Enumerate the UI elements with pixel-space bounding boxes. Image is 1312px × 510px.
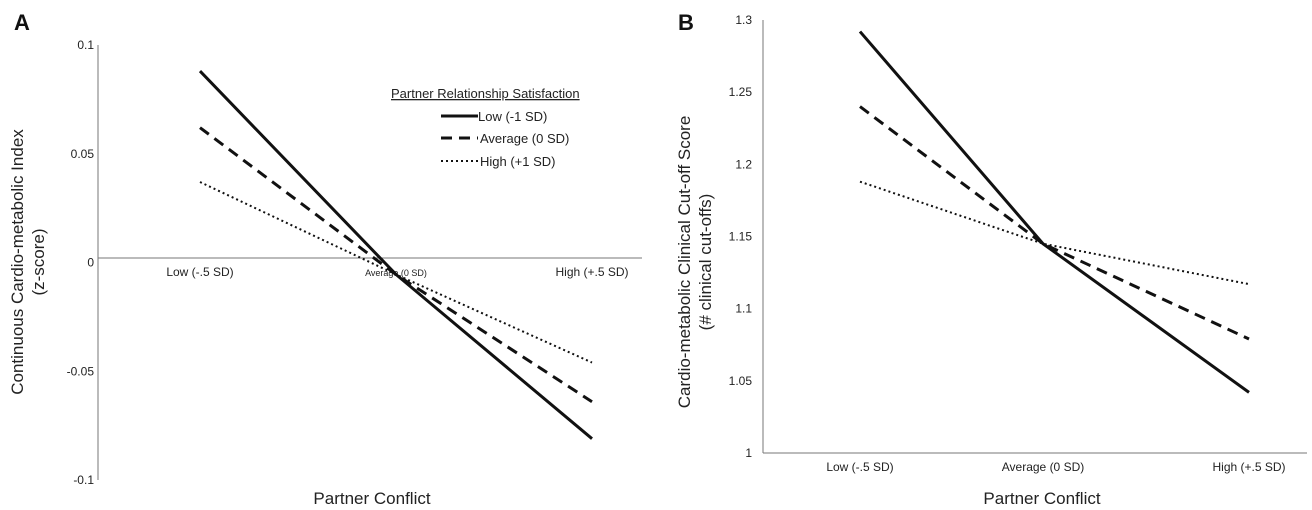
y-tick-label: 1.1 bbox=[735, 302, 752, 316]
legend-label-high: High (+1 SD) bbox=[480, 154, 556, 169]
y-tick-label: 0.1 bbox=[77, 38, 94, 52]
panel-b-letter: B bbox=[678, 10, 694, 35]
panel-b: B 1.3 1.25 1.2 1.15 1.1 1.05 1 Low (-.5 SD) Ave… bbox=[675, 10, 1307, 508]
legend: Partner Relationship Satisfaction Low (-… bbox=[391, 86, 580, 169]
series-line-solid bbox=[198, 70, 593, 440]
y-tick-label: 1.3 bbox=[735, 13, 752, 27]
y-tick-label: 0.05 bbox=[71, 147, 95, 161]
panel-b-x-axis-title: Partner Conflict bbox=[983, 489, 1100, 508]
panel-a-series-lines bbox=[198, 70, 593, 440]
y-tick-label: 1.05 bbox=[729, 374, 753, 388]
legend-label-low: Low (-1 SD) bbox=[478, 109, 547, 124]
panel-a-letter: A bbox=[14, 10, 30, 35]
series-line-solid bbox=[858, 30, 1250, 394]
series-line-dotted bbox=[859, 180, 1250, 286]
y-tick-label: 1.25 bbox=[729, 85, 753, 99]
series-line-dashed bbox=[859, 105, 1250, 341]
panel-b-series-lines bbox=[858, 30, 1250, 394]
legend-title: Partner Relationship Satisfaction bbox=[391, 86, 580, 101]
x-category-label: High (+.5 SD) bbox=[1212, 460, 1285, 474]
panel-a-y-ticks: 0.1 0.05 0 -0.05 -0.1 bbox=[67, 38, 95, 487]
panel-a-x-axis-title: Partner Conflict bbox=[313, 489, 430, 508]
x-category-label: Low (-.5 SD) bbox=[166, 265, 233, 279]
x-category-label: Average (0 SD) bbox=[1002, 460, 1084, 474]
panel-a-y-axis-subtitle: (z-score) bbox=[29, 228, 48, 295]
y-tick-label: 1 bbox=[745, 446, 752, 460]
y-tick-label: -0.1 bbox=[73, 473, 94, 487]
panel-b-y-axis-subtitle: (# clinical cut-offs) bbox=[696, 194, 715, 331]
series-line-dotted bbox=[199, 181, 593, 364]
x-category-label: Low (-.5 SD) bbox=[826, 460, 893, 474]
y-tick-label: 1.2 bbox=[735, 157, 752, 171]
y-tick-label: 1.15 bbox=[729, 230, 753, 244]
panel-a: A 0.1 0.05 0 -0.05 -0.1 Low (-.5 SD) Average … bbox=[8, 10, 642, 508]
y-tick-label: -0.05 bbox=[67, 364, 95, 378]
legend-label-average: Average (0 SD) bbox=[480, 131, 569, 146]
panel-b-y-axis-title: Cardio-metabolic Clinical Cut-off Score bbox=[675, 116, 694, 409]
panel-b-y-ticks: 1.3 1.25 1.2 1.15 1.1 1.05 1 bbox=[729, 13, 753, 460]
x-category-label: High (+.5 SD) bbox=[555, 265, 628, 279]
panel-a-y-axis-title: Continuous Cardio-metabolic Index bbox=[8, 129, 27, 395]
y-tick-label: 0 bbox=[87, 256, 94, 270]
panel-b-x-categories: Low (-.5 SD) Average (0 SD) High (+.5 SD) bbox=[826, 460, 1285, 474]
